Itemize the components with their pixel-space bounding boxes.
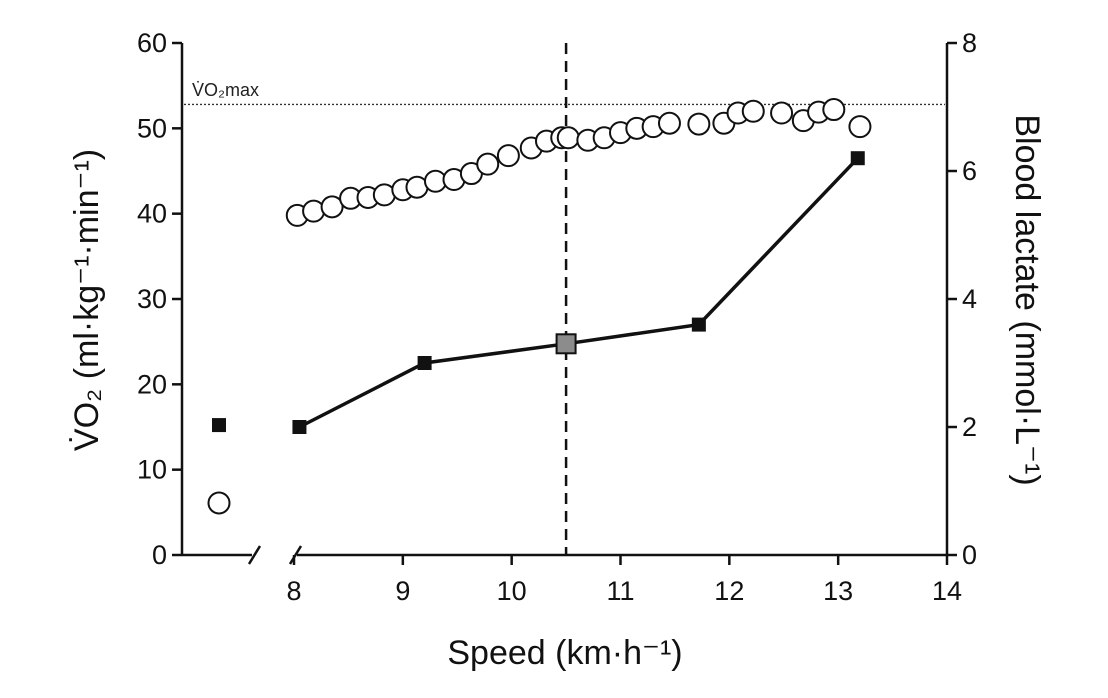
vo2-point <box>741 99 765 123</box>
axis-break-mark-right <box>288 545 303 565</box>
axis-break-mark-left <box>247 545 262 565</box>
rest-vo2-point <box>207 491 231 515</box>
vo2max-label: V̇O₂max <box>192 80 259 100</box>
axis-labels: V̇O₂max Speed (km·h⁻¹) V̇O₂ (ml·kg⁻¹·min… <box>68 80 1046 672</box>
y-left-tick-label: 10 <box>137 455 167 485</box>
vo2-point <box>320 195 344 219</box>
y-right-tick-label: 4 <box>962 284 977 314</box>
x-tick-label: 11 <box>606 576 634 606</box>
vo2-point <box>496 144 520 168</box>
vo2-point <box>302 199 326 223</box>
y-left-axis-title: V̇O₂ (ml·kg⁻¹·min⁻¹) <box>68 149 106 451</box>
vo2-point <box>556 126 580 150</box>
y-right-tick-label: 2 <box>962 412 977 442</box>
data-marks <box>207 98 872 515</box>
x-tick-label: 9 <box>395 576 410 606</box>
y-left-tick-label: 0 <box>152 540 167 570</box>
y-right-tick-label: 0 <box>962 540 977 570</box>
vo2-point <box>822 98 846 122</box>
lactate-threshold-point <box>555 333 577 355</box>
y-left-tick-label: 40 <box>137 199 167 229</box>
y-left-tick-label: 50 <box>137 113 167 143</box>
vo2-point <box>770 101 794 125</box>
x-tick-label: 8 <box>286 576 301 606</box>
axes: 0 10 20 30 40 50 60 0 2 4 6 8 8 9 10 11 12 13 14 <box>137 28 977 606</box>
x-tick-label: 10 <box>497 576 527 606</box>
vo2-point <box>848 115 872 139</box>
y-right-axis-title: Blood lactate (mmol·L⁻¹) <box>1008 114 1046 485</box>
x-tick-label: 12 <box>714 576 744 606</box>
lactate-point <box>691 317 706 332</box>
y-left-tick-label: 20 <box>137 369 167 399</box>
lactate-point <box>292 420 307 434</box>
y-right-tick-label: 8 <box>962 28 977 58</box>
vo2-point <box>687 112 711 136</box>
vo2-point <box>476 152 500 176</box>
y-left-tick-label: 60 <box>137 28 167 58</box>
x-tick-label: 14 <box>932 576 962 606</box>
rest-lactate-point <box>212 418 226 433</box>
y-left-tick-label: 30 <box>137 284 167 314</box>
reference-lines <box>184 43 945 555</box>
x-tick-label: 13 <box>823 576 853 606</box>
vo2-point <box>657 111 681 135</box>
y-right-tick-label: 6 <box>962 156 977 186</box>
lactate-point <box>417 356 432 370</box>
lactate-point <box>850 151 865 166</box>
x-axis-title: Speed (km·h⁻¹) <box>447 634 682 672</box>
